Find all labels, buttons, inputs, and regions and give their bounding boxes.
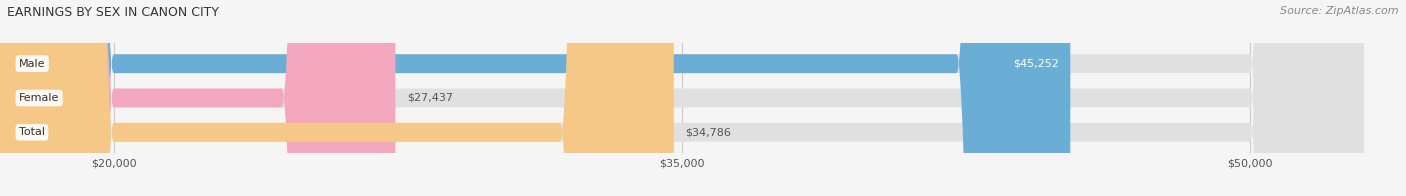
- Text: $27,437: $27,437: [406, 93, 453, 103]
- Text: $45,252: $45,252: [1014, 59, 1059, 69]
- FancyBboxPatch shape: [0, 0, 1364, 196]
- Text: $34,786: $34,786: [685, 127, 731, 137]
- FancyBboxPatch shape: [0, 0, 1364, 196]
- FancyBboxPatch shape: [0, 0, 673, 196]
- Text: Male: Male: [18, 59, 45, 69]
- Text: Female: Female: [18, 93, 59, 103]
- FancyBboxPatch shape: [0, 0, 395, 196]
- FancyBboxPatch shape: [0, 0, 1070, 196]
- Text: Source: ZipAtlas.com: Source: ZipAtlas.com: [1281, 6, 1399, 16]
- FancyBboxPatch shape: [0, 0, 1364, 196]
- Text: EARNINGS BY SEX IN CANON CITY: EARNINGS BY SEX IN CANON CITY: [7, 6, 219, 19]
- Text: Total: Total: [18, 127, 45, 137]
